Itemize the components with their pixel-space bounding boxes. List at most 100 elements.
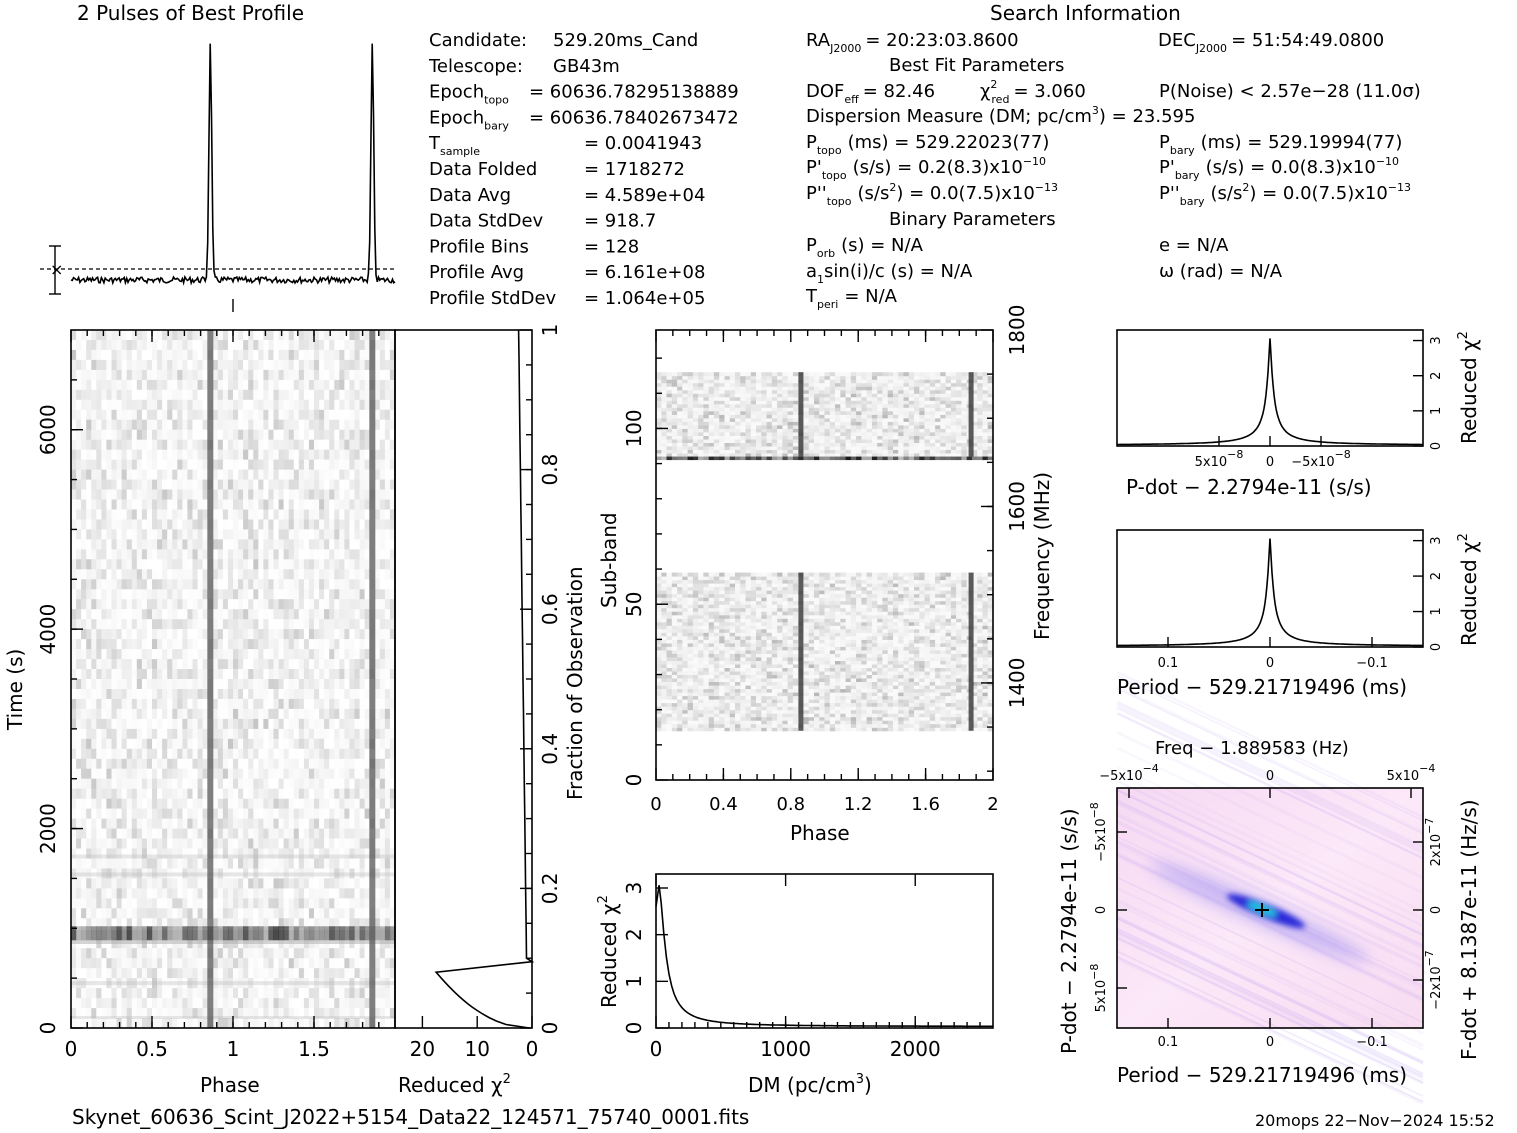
time-phase-cell xyxy=(258,609,264,620)
time-phase-rfi-cell xyxy=(329,926,335,941)
time-phase-cell xyxy=(222,748,229,760)
time-phase-cell xyxy=(364,758,371,770)
time-phase-cell xyxy=(303,409,310,421)
time-phase-cell xyxy=(192,639,199,650)
time-phase-cell xyxy=(354,569,361,580)
time-phase-cell xyxy=(354,639,361,650)
time-phase-cell xyxy=(339,948,345,959)
time-phase-cell xyxy=(364,698,371,710)
time-phase-cell xyxy=(298,748,305,760)
time-phase-cell xyxy=(329,958,335,969)
time-phase-cell xyxy=(303,698,310,710)
time-phase-cell xyxy=(157,858,163,869)
time-phase-cell xyxy=(263,419,269,431)
time-phase-cell xyxy=(106,698,112,710)
time-phase-cell xyxy=(197,619,204,630)
time-phase-cell xyxy=(319,718,325,730)
time-phase-cell xyxy=(389,359,396,371)
time-phase-cell xyxy=(268,349,274,361)
time-phase-cell xyxy=(258,958,264,969)
time-phase-cell xyxy=(81,848,87,859)
time-phase-cell xyxy=(157,579,163,590)
time-phase-cell xyxy=(152,389,158,401)
time-phase-cell xyxy=(172,639,178,650)
time-phase-cell xyxy=(314,629,320,640)
subband-cell xyxy=(708,720,715,725)
time-phase-cell xyxy=(248,409,254,421)
time-phase-cell xyxy=(283,718,290,730)
time-phase-cell xyxy=(212,639,219,650)
time-phase-cell xyxy=(212,340,219,351)
time-phase-cell xyxy=(91,619,97,630)
time-phase-cell xyxy=(253,908,259,919)
subband-cell xyxy=(771,716,778,721)
time-phase-cell xyxy=(364,778,371,790)
time-phase-cell xyxy=(222,639,229,650)
time-phase-cell xyxy=(192,828,199,840)
time-phase-cell xyxy=(116,978,123,989)
time-phase-cell xyxy=(233,978,239,989)
time-phase-cell xyxy=(157,489,163,500)
time-phase-cell xyxy=(187,379,193,391)
time-phase-cell xyxy=(288,389,295,401)
time-phase-cell xyxy=(131,968,138,979)
time-phase-cell xyxy=(141,559,148,570)
time-phase-cell xyxy=(314,489,320,500)
time-phase-cell xyxy=(136,649,143,660)
time-phase-cell xyxy=(76,429,82,441)
time-phase-cell xyxy=(263,529,269,540)
time-phase-cell xyxy=(222,948,229,959)
time-phase-cell xyxy=(334,708,340,720)
time-phase-cell xyxy=(374,499,381,510)
time-phase-cell xyxy=(177,798,183,810)
time-phase-cell xyxy=(339,968,345,979)
time-phase-cell xyxy=(298,449,305,461)
time-phase-cell xyxy=(111,808,118,820)
time-phase-cell xyxy=(314,958,320,969)
subband-cell xyxy=(787,727,794,732)
subband-cell xyxy=(661,723,668,728)
time-phase-cell xyxy=(298,858,305,869)
time-phase-cell xyxy=(349,689,355,700)
time-phase-cell xyxy=(268,888,274,899)
time-phase-cell xyxy=(238,868,244,879)
subband-cell xyxy=(708,727,715,732)
time-phase-cell xyxy=(212,718,219,730)
time-phase-cell xyxy=(238,878,244,889)
time-phase-cell xyxy=(202,439,209,451)
time-phase-cell xyxy=(278,808,285,820)
time-phase-cell xyxy=(293,838,300,849)
time-phase-cell xyxy=(157,898,163,909)
time-phase-cell xyxy=(288,1008,295,1019)
time-phase-cell xyxy=(334,718,340,730)
subband-cell xyxy=(656,720,662,725)
time-phase-cell xyxy=(374,379,381,391)
time-phase-cell xyxy=(329,519,335,530)
time-phase-cell xyxy=(162,738,168,750)
time-phase-cell xyxy=(268,958,274,969)
time-phase-cell xyxy=(329,858,335,869)
time-phase-cell xyxy=(101,1008,107,1019)
time-phase-cell xyxy=(293,649,300,660)
time-phase-cell xyxy=(248,888,254,899)
time-phase-cell xyxy=(263,389,269,401)
time-phase-cell xyxy=(182,698,188,710)
time-phase-cell xyxy=(91,449,97,461)
time-phase-cell xyxy=(258,659,264,670)
time-phase-cell xyxy=(126,649,133,660)
time-phase-cell xyxy=(359,818,366,830)
time-phase-cell xyxy=(136,499,143,510)
time-phase-cell xyxy=(101,649,107,660)
time-phase-cell xyxy=(91,429,97,441)
time-phase-cell xyxy=(334,988,340,999)
time-phase-cell xyxy=(101,689,107,700)
time-phase-cell xyxy=(121,389,128,401)
time-phase-cell xyxy=(349,978,355,989)
time-phase-cell xyxy=(324,479,330,491)
time-phase-cell xyxy=(167,768,173,780)
time-phase-cell xyxy=(253,1018,259,1029)
time-phase-cell xyxy=(298,389,305,401)
time-phase-cell xyxy=(212,808,219,820)
time-phase-cell xyxy=(298,359,305,371)
time-phase-cell xyxy=(308,489,315,500)
